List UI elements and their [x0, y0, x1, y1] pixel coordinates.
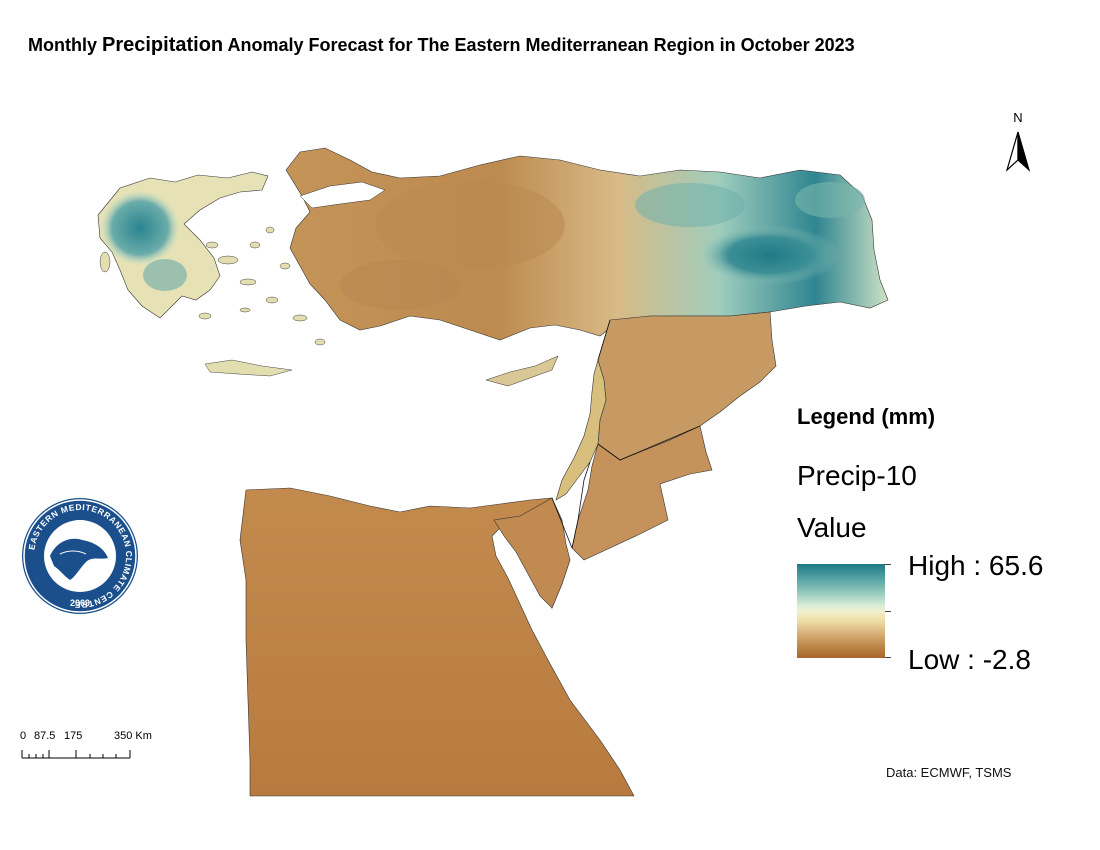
scale-label-0: 0	[20, 730, 27, 742]
title-part-2: Precipitation	[102, 34, 224, 56]
legend-layer-name: Precip-10	[797, 460, 917, 491]
north-arrow-icon	[1005, 131, 1031, 172]
emcc-logo: EASTERN MEDITERRANEAN CLIMATE CENTRE 200…	[20, 496, 140, 616]
marmara-sea	[299, 181, 386, 209]
scale-label-2: 175	[64, 730, 83, 742]
scale-bar: 0 87.5 175 350 Km	[18, 730, 152, 764]
legend-heading: Legend (mm)	[797, 404, 936, 429]
legend-high-label: High : 65.6	[908, 550, 1044, 581]
legend-tick-high	[885, 564, 891, 565]
data-source: Data: ECMWF, TSMS	[886, 765, 1012, 780]
title-part-3: Anomaly Forecast for The Eastern Mediter…	[223, 35, 855, 55]
scale-bar-ruler	[21, 750, 131, 759]
logo-year: 2009	[70, 598, 90, 608]
jordan-region	[571, 425, 713, 561]
aegean-islands	[99, 226, 326, 377]
scale-label-3: 350 Km	[114, 730, 152, 742]
title-part-1: Monthly	[28, 35, 102, 55]
country-borders	[551, 319, 701, 549]
legend-tick-mid	[885, 611, 891, 612]
legend-low-label: Low : -2.8	[908, 644, 1031, 675]
legend-tick-low	[885, 657, 891, 658]
map-title: Monthly Precipitation Anomaly Forecast f…	[28, 34, 855, 57]
cyprus-region	[485, 355, 559, 387]
levant-coast-region	[555, 358, 607, 501]
north-arrow: N	[1003, 110, 1033, 174]
emcc-logo-icon: EASTERN MEDITERRANEAN CLIMATE CENTRE 200…	[22, 498, 138, 614]
legend-color-ramp	[797, 564, 885, 658]
scale-label-1: 87.5	[34, 730, 56, 742]
north-label: N	[1013, 110, 1023, 125]
legend-field-name: Value	[797, 512, 867, 543]
